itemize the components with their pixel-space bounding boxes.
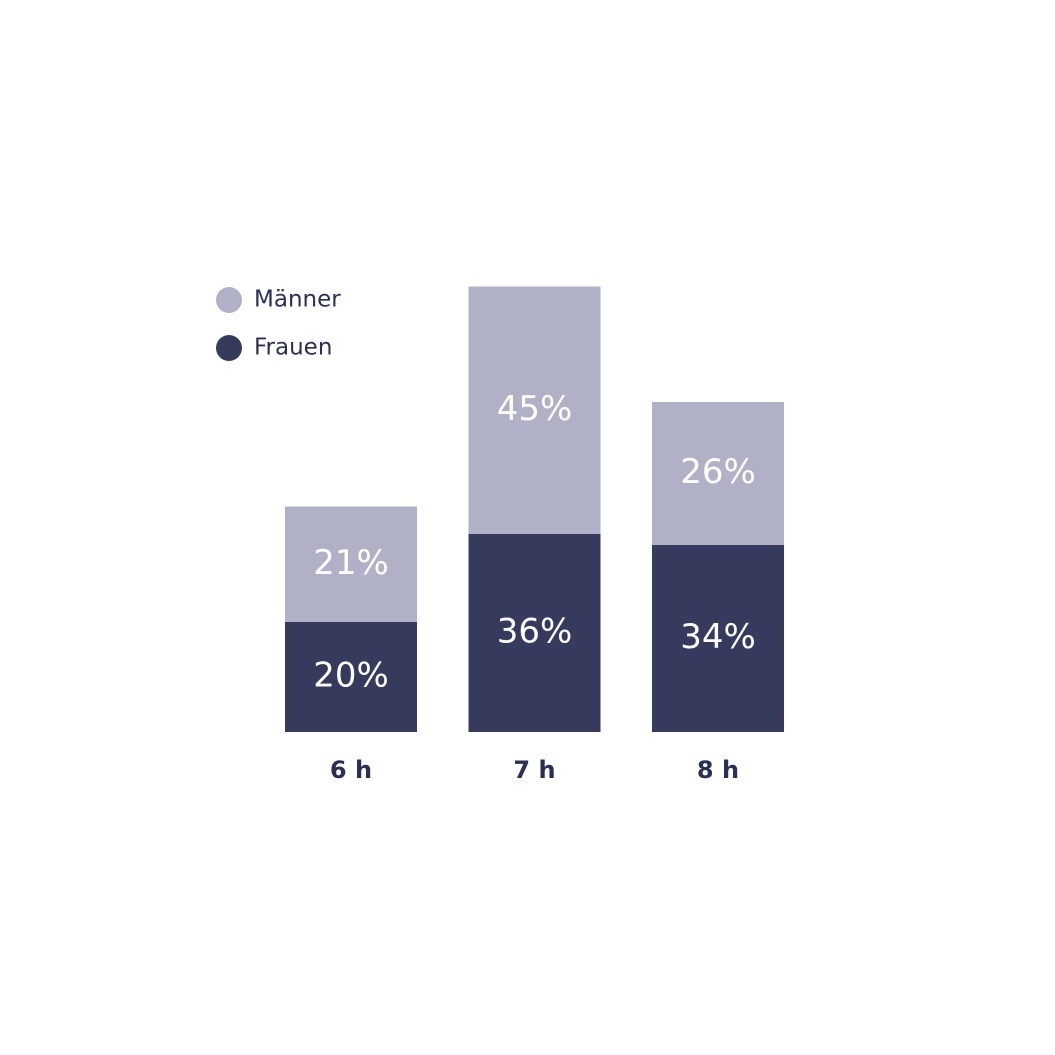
x-tick-label: 7 h <box>513 756 555 784</box>
legend-label: Männer <box>254 287 341 313</box>
value-label: 26% <box>680 452 756 492</box>
value-label: 36% <box>497 612 573 652</box>
bar-segment <box>285 622 417 732</box>
value-label: 45% <box>497 389 573 429</box>
bar-segment <box>652 545 784 732</box>
x-tick-label: 6 h <box>330 756 372 784</box>
value-label: 20% <box>313 656 389 696</box>
x-tick-label: 8 h <box>697 756 739 784</box>
bar-segment <box>285 506 417 622</box>
bar-segment <box>468 534 601 732</box>
bar-segment <box>468 286 601 534</box>
value-label: 21% <box>313 543 389 583</box>
legend-marker <box>216 335 242 361</box>
legend-marker <box>216 287 242 313</box>
value-label: 34% <box>680 617 756 657</box>
bar-segment <box>652 402 784 545</box>
legend-label: Frauen <box>254 335 332 361</box>
